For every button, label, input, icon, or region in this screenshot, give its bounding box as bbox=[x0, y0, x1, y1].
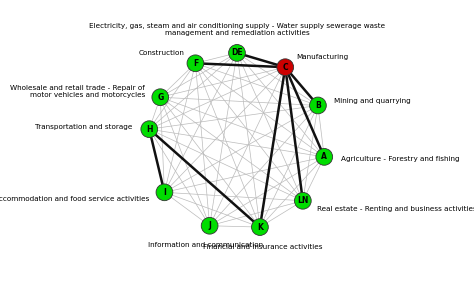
Circle shape bbox=[187, 55, 204, 72]
Circle shape bbox=[316, 149, 333, 165]
Text: Mining and quarrying: Mining and quarrying bbox=[334, 98, 410, 104]
Text: Real estate - Renting and business activities: Real estate - Renting and business activ… bbox=[317, 206, 474, 212]
Text: DE: DE bbox=[231, 48, 243, 57]
Circle shape bbox=[252, 219, 268, 235]
Text: Wholesale and retail trade - Repair of
motor vehicles and motorcycles: Wholesale and retail trade - Repair of m… bbox=[10, 85, 145, 98]
Text: I: I bbox=[163, 188, 166, 197]
Text: H: H bbox=[146, 125, 153, 134]
Circle shape bbox=[201, 217, 218, 234]
Text: F: F bbox=[193, 59, 198, 68]
Text: K: K bbox=[257, 222, 263, 231]
Text: J: J bbox=[208, 221, 211, 230]
Text: Agriculture - Forestry and fishing: Agriculture - Forestry and fishing bbox=[341, 156, 460, 162]
Text: A: A bbox=[321, 152, 327, 161]
Text: Manufacturing: Manufacturing bbox=[297, 54, 349, 60]
Text: G: G bbox=[157, 93, 164, 102]
Text: Transportation and storage: Transportation and storage bbox=[35, 125, 132, 130]
Text: Electricity, gas, steam and air conditioning supply - Water supply sewerage wast: Electricity, gas, steam and air conditio… bbox=[89, 23, 385, 36]
Text: C: C bbox=[283, 63, 288, 72]
Circle shape bbox=[141, 121, 158, 138]
Circle shape bbox=[228, 44, 246, 61]
Text: LN: LN bbox=[297, 196, 309, 205]
Circle shape bbox=[156, 184, 173, 201]
Circle shape bbox=[294, 192, 311, 209]
Text: Information and communication: Information and communication bbox=[148, 242, 264, 248]
Text: Construction: Construction bbox=[139, 50, 185, 56]
Text: Financial and insurance activities: Financial and insurance activities bbox=[203, 244, 323, 250]
Circle shape bbox=[277, 59, 293, 76]
Circle shape bbox=[152, 89, 169, 106]
Text: B: B bbox=[315, 101, 321, 110]
Circle shape bbox=[310, 97, 326, 114]
Text: Accommodation and food service activities: Accommodation and food service activitie… bbox=[0, 196, 150, 202]
